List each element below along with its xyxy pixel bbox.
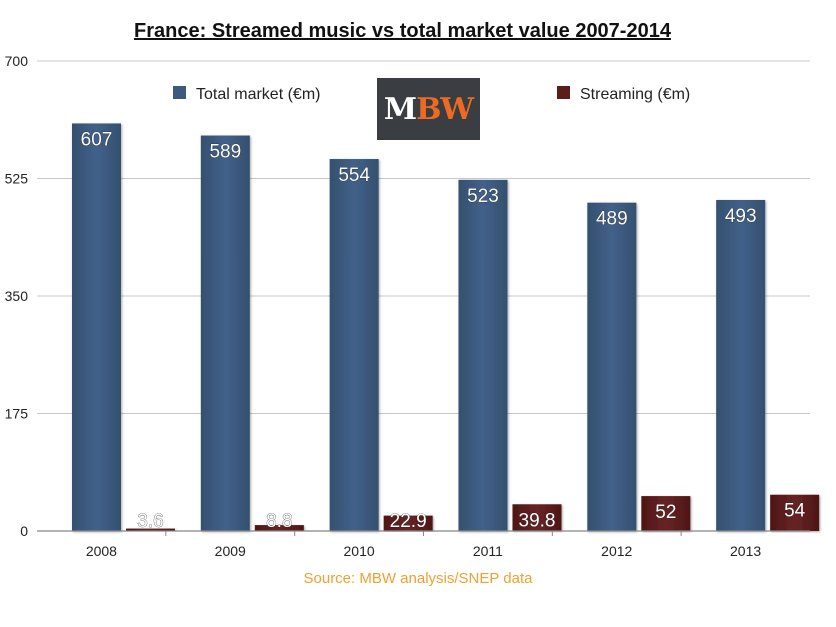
- x-tick-label: 2011: [473, 543, 503, 559]
- bar-total-market: [587, 202, 637, 531]
- x-tick-label: 2012: [601, 543, 632, 559]
- chart-title: France: Streamed music vs total market v…: [134, 20, 671, 42]
- data-label: 54: [784, 501, 806, 522]
- bar-streaming: [641, 496, 691, 531]
- bar-streaming: [512, 504, 562, 531]
- bar-streaming: [770, 494, 820, 531]
- bar-streaming: [254, 525, 304, 531]
- data-label: 523: [467, 186, 499, 207]
- data-label: 22.9: [390, 511, 427, 532]
- data-label: 554: [338, 165, 370, 186]
- bar-total-market: [72, 123, 121, 531]
- mbw-logo: M BW: [377, 78, 480, 140]
- data-label: 493: [725, 206, 757, 227]
- source-note: Source: MBW analysis/SNEP data: [303, 570, 533, 587]
- data-label: 8.8: [266, 511, 292, 532]
- bar-streaming: [383, 515, 433, 531]
- legend-label: Total market (€m): [196, 86, 320, 103]
- x-tick-label: 2009: [215, 543, 246, 559]
- bar-total-market: [458, 179, 508, 532]
- data-label: 589: [209, 142, 241, 163]
- x-tick-label: 2013: [730, 543, 761, 559]
- x-tick-label: 2010: [344, 543, 375, 559]
- y-tick-label: 0: [20, 523, 28, 539]
- logo-part-m: M: [383, 91, 417, 127]
- legend-swatch: [173, 86, 186, 99]
- bar-total-market: [716, 199, 766, 531]
- legend-swatch: [557, 86, 570, 99]
- y-tick-label: 175: [5, 406, 29, 422]
- x-tick-label: 2008: [86, 543, 117, 559]
- data-label: 52: [655, 502, 676, 523]
- data-label: 489: [596, 209, 628, 230]
- legend-label: Streaming (€m): [580, 86, 690, 103]
- data-label: 3.6: [137, 511, 163, 532]
- bar-streaming: [126, 528, 175, 531]
- bar-total-market: [329, 159, 379, 531]
- y-tick-label: 525: [5, 171, 29, 187]
- bar-total-market: [200, 135, 250, 531]
- y-tick-label: 700: [5, 53, 29, 69]
- logo-part-bw: BW: [416, 91, 474, 127]
- data-label: 607: [81, 129, 113, 150]
- y-tick-label: 350: [5, 288, 29, 304]
- data-label: 39.8: [519, 510, 556, 531]
